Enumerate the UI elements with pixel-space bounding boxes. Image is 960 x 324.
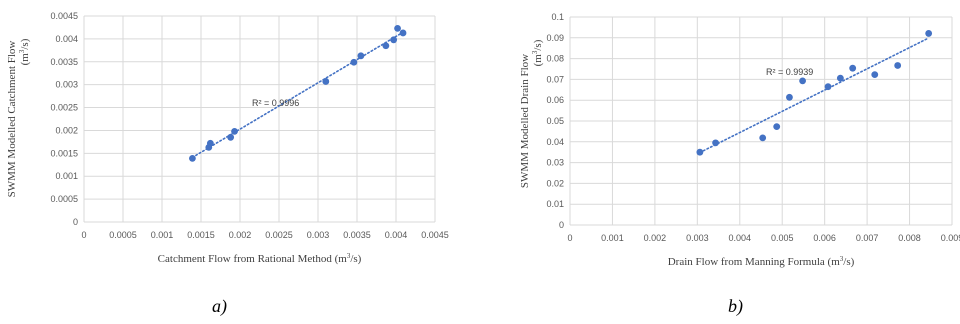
chart-a-x-tick-label: 0.0045 [421,230,449,240]
chart-b-x-tick-label: 0.005 [771,233,794,243]
chart-a-y-tick-label: 0.004 [55,34,78,44]
chart-a-x-axis-title: Catchment Flow from Rational Method (m3/… [158,252,362,265]
chart-panel-b: 0 0.001 0.002 0.003 0.004 0.005 0.006 0.007 0.00… [480,0,960,324]
chart-a-y-tick-label: 0.003 [55,80,78,90]
chart-b-y-tick-label: 0.09 [546,33,564,43]
chart-a-y-tick-label: 0 [73,217,78,227]
chart-b-y-tick-label: 0.07 [546,74,564,84]
chart-a-y-tick-label: 0.0005 [50,194,78,204]
chart-b-y-tick-label: 0.04 [546,137,564,147]
chart-b-data-point [773,123,781,131]
chart-a-data-point [227,133,235,141]
chart-a-x-tick-label: 0.0005 [109,230,137,240]
chart-a-x-tick-label: 0.0025 [265,230,293,240]
chart-a-y-tick-label: 0.002 [55,125,78,135]
chart-a-trendline [191,31,404,159]
chart-a-y-tick-label: 0.0045 [50,11,78,21]
chart-b-x-tick-label: 0.008 [898,233,921,243]
chart-b-x-tick-label: 0.002 [644,233,667,243]
chart-a-data-point [322,78,330,85]
chart-a-x-tick-label: 0.004 [385,230,408,240]
chart-a-x-tick-label: 0.0035 [343,230,371,240]
chart-b-data-point [894,62,902,69]
chart-b-y-axis-title: SWMM Modelled Drain Flow [519,54,531,188]
chart-b-y-tick-label: 0.1 [551,12,564,22]
chart-b-x-axis-title: Drain Flow from Manning Formula (m3/s) [668,255,855,268]
chart-b-x-tick-label: 0.006 [813,233,836,243]
chart-b-y-tick-label: 0.05 [546,116,564,126]
chart-a-x-tick-label: 0.001 [151,230,174,240]
chart-a-data-point [357,52,365,60]
chart-b-y-axis-unit: (m3/s) [531,39,544,66]
chart-a-y-axis-unit: (m3/s) [18,38,31,65]
chart-a-r-squared-label: R² = 0.9996 [252,98,299,108]
chart-a-y-tick-label: 0.001 [55,171,78,181]
chart-a-y-tick-label: 0.0035 [50,57,78,67]
chart-b-trendline [699,37,930,154]
chart-a-x-tick-label: 0 [81,230,86,240]
panel-label-a: a) [212,296,227,316]
chart-b-y-tick-label: 0.06 [546,95,564,105]
chart-b-data-point [836,74,844,82]
chart-a-data-point [189,154,196,162]
chart-a-data-point [231,127,238,135]
chart-b-data-point [696,148,704,156]
chart-b-x-tick-label: 0 [567,233,572,243]
chart-a-data-point [399,29,407,37]
chart-a-data-point [382,42,390,50]
chart-b-x-tick-label: 0.001 [601,233,624,243]
chart-a-data-point [350,58,358,66]
chart-b-y-tick-label: 0.01 [546,199,564,209]
chart-b-data-point [759,134,767,142]
chart-b-data-point [799,77,806,85]
chart-a-data-point [206,139,214,147]
chart-a-x-tick-label: 0.0015 [187,230,215,240]
scatter-chart-a: 0 0.0005 0.001 0.0015 0.002 0.0025 0.003 0.0035… [6,11,449,265]
chart-b-y-tick-label: 0.08 [546,54,564,64]
chart-a-x-tick-label: 0.002 [229,230,252,240]
chart-b-data-point [849,64,857,72]
chart-a-y-axis-title: SWMM Modelled Catchment Flow [6,41,18,198]
chart-b-x-tick-label: 0.009 [941,233,960,243]
panel-label-b: b) [728,296,743,316]
chart-b-data-point [712,139,719,147]
chart-b-x-tick-label: 0.003 [686,233,709,243]
chart-a-data-point [390,36,398,44]
chart-a-data-point [394,24,401,32]
chart-panel-a: 0 0.0005 0.001 0.0015 0.002 0.0025 0.003 0.0035… [6,11,449,316]
chart-a-y-tick-label: 0.0025 [50,103,78,113]
chart-b-y-tick-label: 0.02 [546,178,564,188]
chart-b-r-squared-label: R² = 0.9939 [766,67,813,77]
chart-a-x-tick-label: 0.003 [307,230,330,240]
chart-a-y-tick-label: 0.0015 [50,148,78,158]
scatter-chart-b: 0 0.001 0.002 0.003 0.004 0.005 0.006 0.007 0.00… [519,12,960,268]
chart-b-data-point [786,93,793,101]
chart-b-data-point [925,30,933,37]
chart-b-data-point [871,71,879,79]
chart-b-x-tick-label: 0.004 [729,233,752,243]
chart-b-x-tick-label: 0.007 [856,233,879,243]
chart-b-data-point [824,83,832,91]
chart-b-y-tick-label: 0 [559,220,564,230]
chart-b-y-tick-label: 0.03 [546,158,564,168]
